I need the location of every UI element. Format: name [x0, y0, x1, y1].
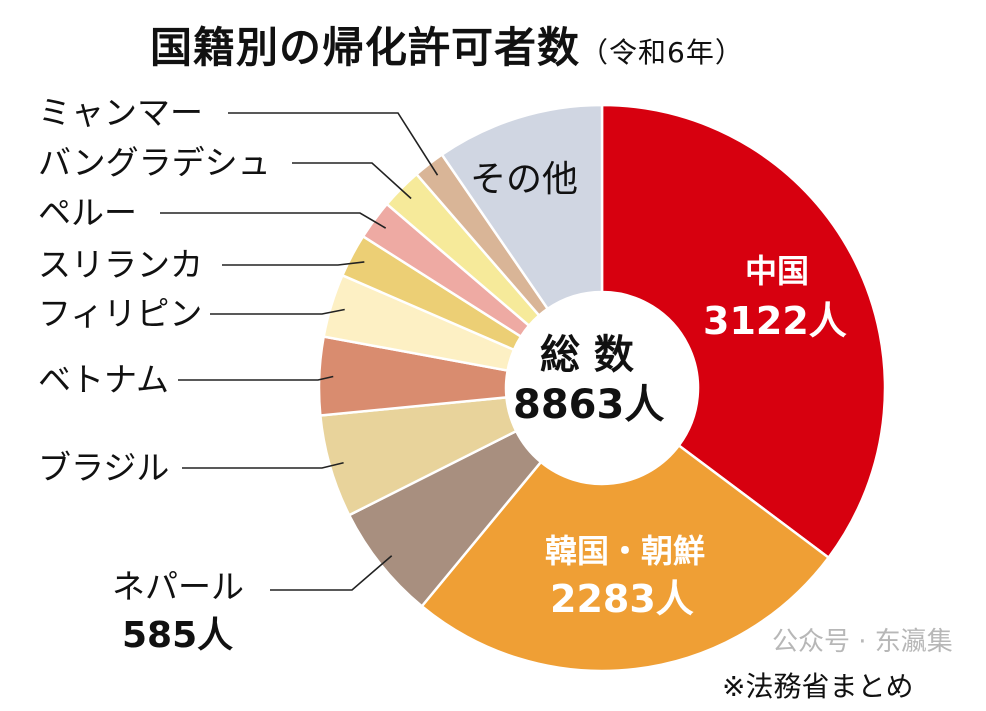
donut-hole — [506, 292, 698, 484]
leader-line-2 — [270, 555, 393, 591]
slice-0 — [600, 103, 887, 560]
chart-subtitle: （令和6年） — [580, 36, 744, 69]
value-china: 3122人 — [703, 299, 847, 343]
leader-line-3 — [182, 461, 344, 469]
label-china: 中国 — [745, 252, 810, 290]
leader-line-5 — [210, 308, 345, 315]
label-brazil: ブラジル — [38, 448, 170, 487]
value-korea: 2283人 — [550, 577, 694, 621]
label-nepal: ネパール — [112, 567, 244, 606]
label-philippines: フィリピン — [38, 294, 203, 333]
leader-line-8 — [292, 162, 412, 200]
label-other: その他 — [470, 159, 579, 200]
watermark: 公众号 · 东瀛集 — [772, 627, 953, 657]
source-note: ※法務省まとめ — [722, 670, 914, 703]
label-srilanka: スリランカ — [38, 245, 203, 284]
label-bangladesh: バングラデシュ — [38, 143, 271, 182]
total-value: 8863人 — [513, 382, 665, 428]
value-nepal: 585人 — [122, 615, 234, 656]
label-myanmar: ミャンマー — [38, 93, 203, 132]
leader-line-9 — [228, 112, 439, 176]
leader-line-6 — [222, 261, 365, 266]
leader-line-4 — [178, 375, 334, 381]
chart-title: 国籍別の帰化許可者数（令和6年） — [150, 23, 744, 72]
leader-line-7 — [160, 212, 387, 229]
label-vietnam: ベトナム — [38, 360, 170, 399]
label-korea: 韓国・朝鮮 — [545, 532, 706, 570]
label-peru: ペルー — [38, 193, 137, 232]
total-label: 総 数 — [540, 332, 634, 378]
